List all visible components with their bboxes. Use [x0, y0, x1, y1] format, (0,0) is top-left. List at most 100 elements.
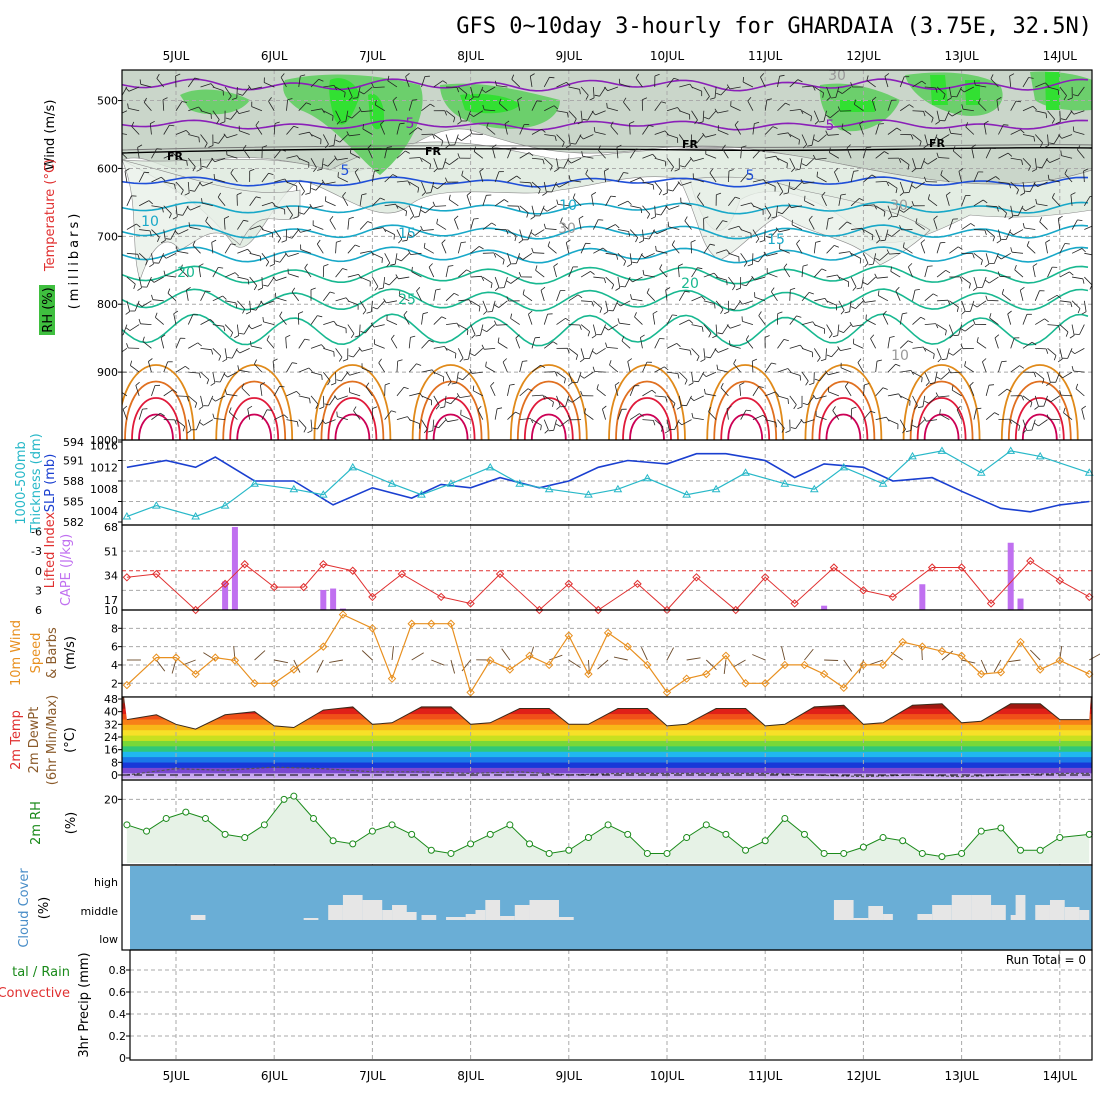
wind-barb-flag — [920, 239, 926, 244]
wind-barb — [1022, 395, 1033, 403]
wind-barb — [912, 316, 921, 325]
wind-barb — [1084, 276, 1092, 286]
wind-barb — [349, 134, 361, 137]
wind-barb — [473, 390, 484, 397]
wind-barb — [646, 292, 656, 302]
wind-barb — [668, 205, 680, 210]
wind-barb-flag — [173, 310, 179, 315]
wind-barb — [940, 371, 950, 380]
wind-barb-flag — [222, 358, 228, 363]
wind-barb — [203, 419, 214, 426]
wind-barb-flag — [255, 196, 261, 199]
wind-barb — [445, 134, 450, 146]
wind-barb-flag — [859, 120, 864, 125]
wind-barb — [754, 276, 766, 281]
wind-barb-flag — [720, 383, 724, 388]
wind-barb — [605, 224, 616, 230]
wind-barb — [384, 203, 396, 207]
rh-high-area — [1045, 72, 1060, 110]
wind-barb — [408, 100, 413, 111]
wind-barb-flag — [127, 103, 129, 109]
wind-barb-flag — [239, 333, 245, 335]
lifted-index-point — [299, 582, 308, 592]
wind-barb — [303, 205, 312, 215]
wind-barb-flag — [1045, 239, 1051, 243]
slp-point — [446, 479, 456, 487]
wind-barb — [927, 157, 938, 165]
wind-barb — [777, 419, 785, 429]
wind-barb-flag — [703, 216, 709, 219]
wind-barb-flag — [940, 170, 943, 176]
wind-barb — [832, 410, 840, 420]
wind-barb-flag — [717, 332, 723, 335]
wind-barb — [1061, 155, 1073, 159]
wind-barb — [142, 341, 152, 349]
rh2m-point — [781, 814, 789, 822]
wind-barb-flag — [1056, 294, 1062, 299]
wind-barb — [791, 205, 803, 209]
wind-barb — [580, 86, 589, 96]
isotherm-lobe — [923, 413, 960, 440]
wind-barb-flag — [451, 382, 457, 385]
wind-barb-flag — [186, 160, 188, 166]
wind-barb — [787, 181, 791, 193]
slp-point — [250, 479, 259, 487]
wind-barb-flag — [494, 287, 500, 291]
isotherm-lobe — [706, 364, 785, 440]
wind-barb — [1067, 348, 1073, 359]
wind-barb-flag — [329, 291, 335, 294]
wind-barb-flag — [299, 212, 305, 215]
wind-barb — [322, 134, 329, 145]
wind-barb-flag — [336, 411, 338, 417]
wind-barb — [585, 173, 594, 183]
wind-barb-flag — [802, 264, 808, 267]
wind-barb — [380, 124, 386, 135]
wind-barb-flag — [984, 263, 990, 268]
wind-barb — [224, 348, 228, 360]
wind-barb — [587, 110, 594, 121]
wind-barb-flag — [682, 143, 686, 148]
cloud-block — [951, 895, 972, 920]
wind-barb-flag — [579, 89, 581, 95]
wind-barb-flag — [652, 310, 658, 315]
wind-barb — [717, 110, 729, 114]
wind-barb — [409, 181, 419, 189]
wind-barb-flag — [828, 333, 833, 339]
wind-barb — [801, 266, 804, 278]
wind-barb-flag — [1021, 159, 1023, 165]
wind-barb — [899, 340, 909, 349]
wind-barb-flag — [1070, 192, 1076, 196]
wind-barb — [580, 243, 586, 254]
wind-barb — [329, 395, 336, 406]
wind-barb — [454, 219, 459, 230]
wind10m-point — [741, 679, 750, 688]
wind-barb — [517, 99, 521, 111]
wind-barb — [200, 371, 209, 380]
wind-barb — [556, 371, 566, 379]
rh2m-point — [260, 821, 268, 829]
rh2m-label-a: 2m RH — [29, 801, 44, 845]
slp-point — [780, 479, 790, 487]
wind-barb — [188, 342, 199, 349]
wind-barb-flag — [1095, 255, 1096, 260]
slp-tick: 1008 — [90, 483, 118, 496]
wind-barb-flag — [802, 144, 807, 149]
temperature-band — [122, 751, 1092, 758]
wind-barb — [678, 395, 682, 407]
wind-barb-flag — [691, 141, 698, 144]
tick-label: 588 — [63, 475, 84, 488]
wind-barb-flag — [514, 236, 517, 242]
wind-barb-flag — [779, 74, 785, 77]
wind-barb — [570, 179, 582, 183]
wind-barb — [392, 100, 398, 111]
wind-barb — [444, 395, 447, 407]
wind-barb-flag — [1064, 169, 1068, 174]
rh2m-point — [702, 821, 710, 829]
wind-barb — [568, 110, 577, 120]
wind-barb — [933, 218, 938, 230]
lifted-index-point — [436, 592, 446, 602]
wind-barb-flag — [644, 237, 650, 240]
wind-barb — [627, 361, 631, 373]
wind-barb-flag — [210, 319, 215, 323]
wind-barb — [249, 300, 251, 312]
